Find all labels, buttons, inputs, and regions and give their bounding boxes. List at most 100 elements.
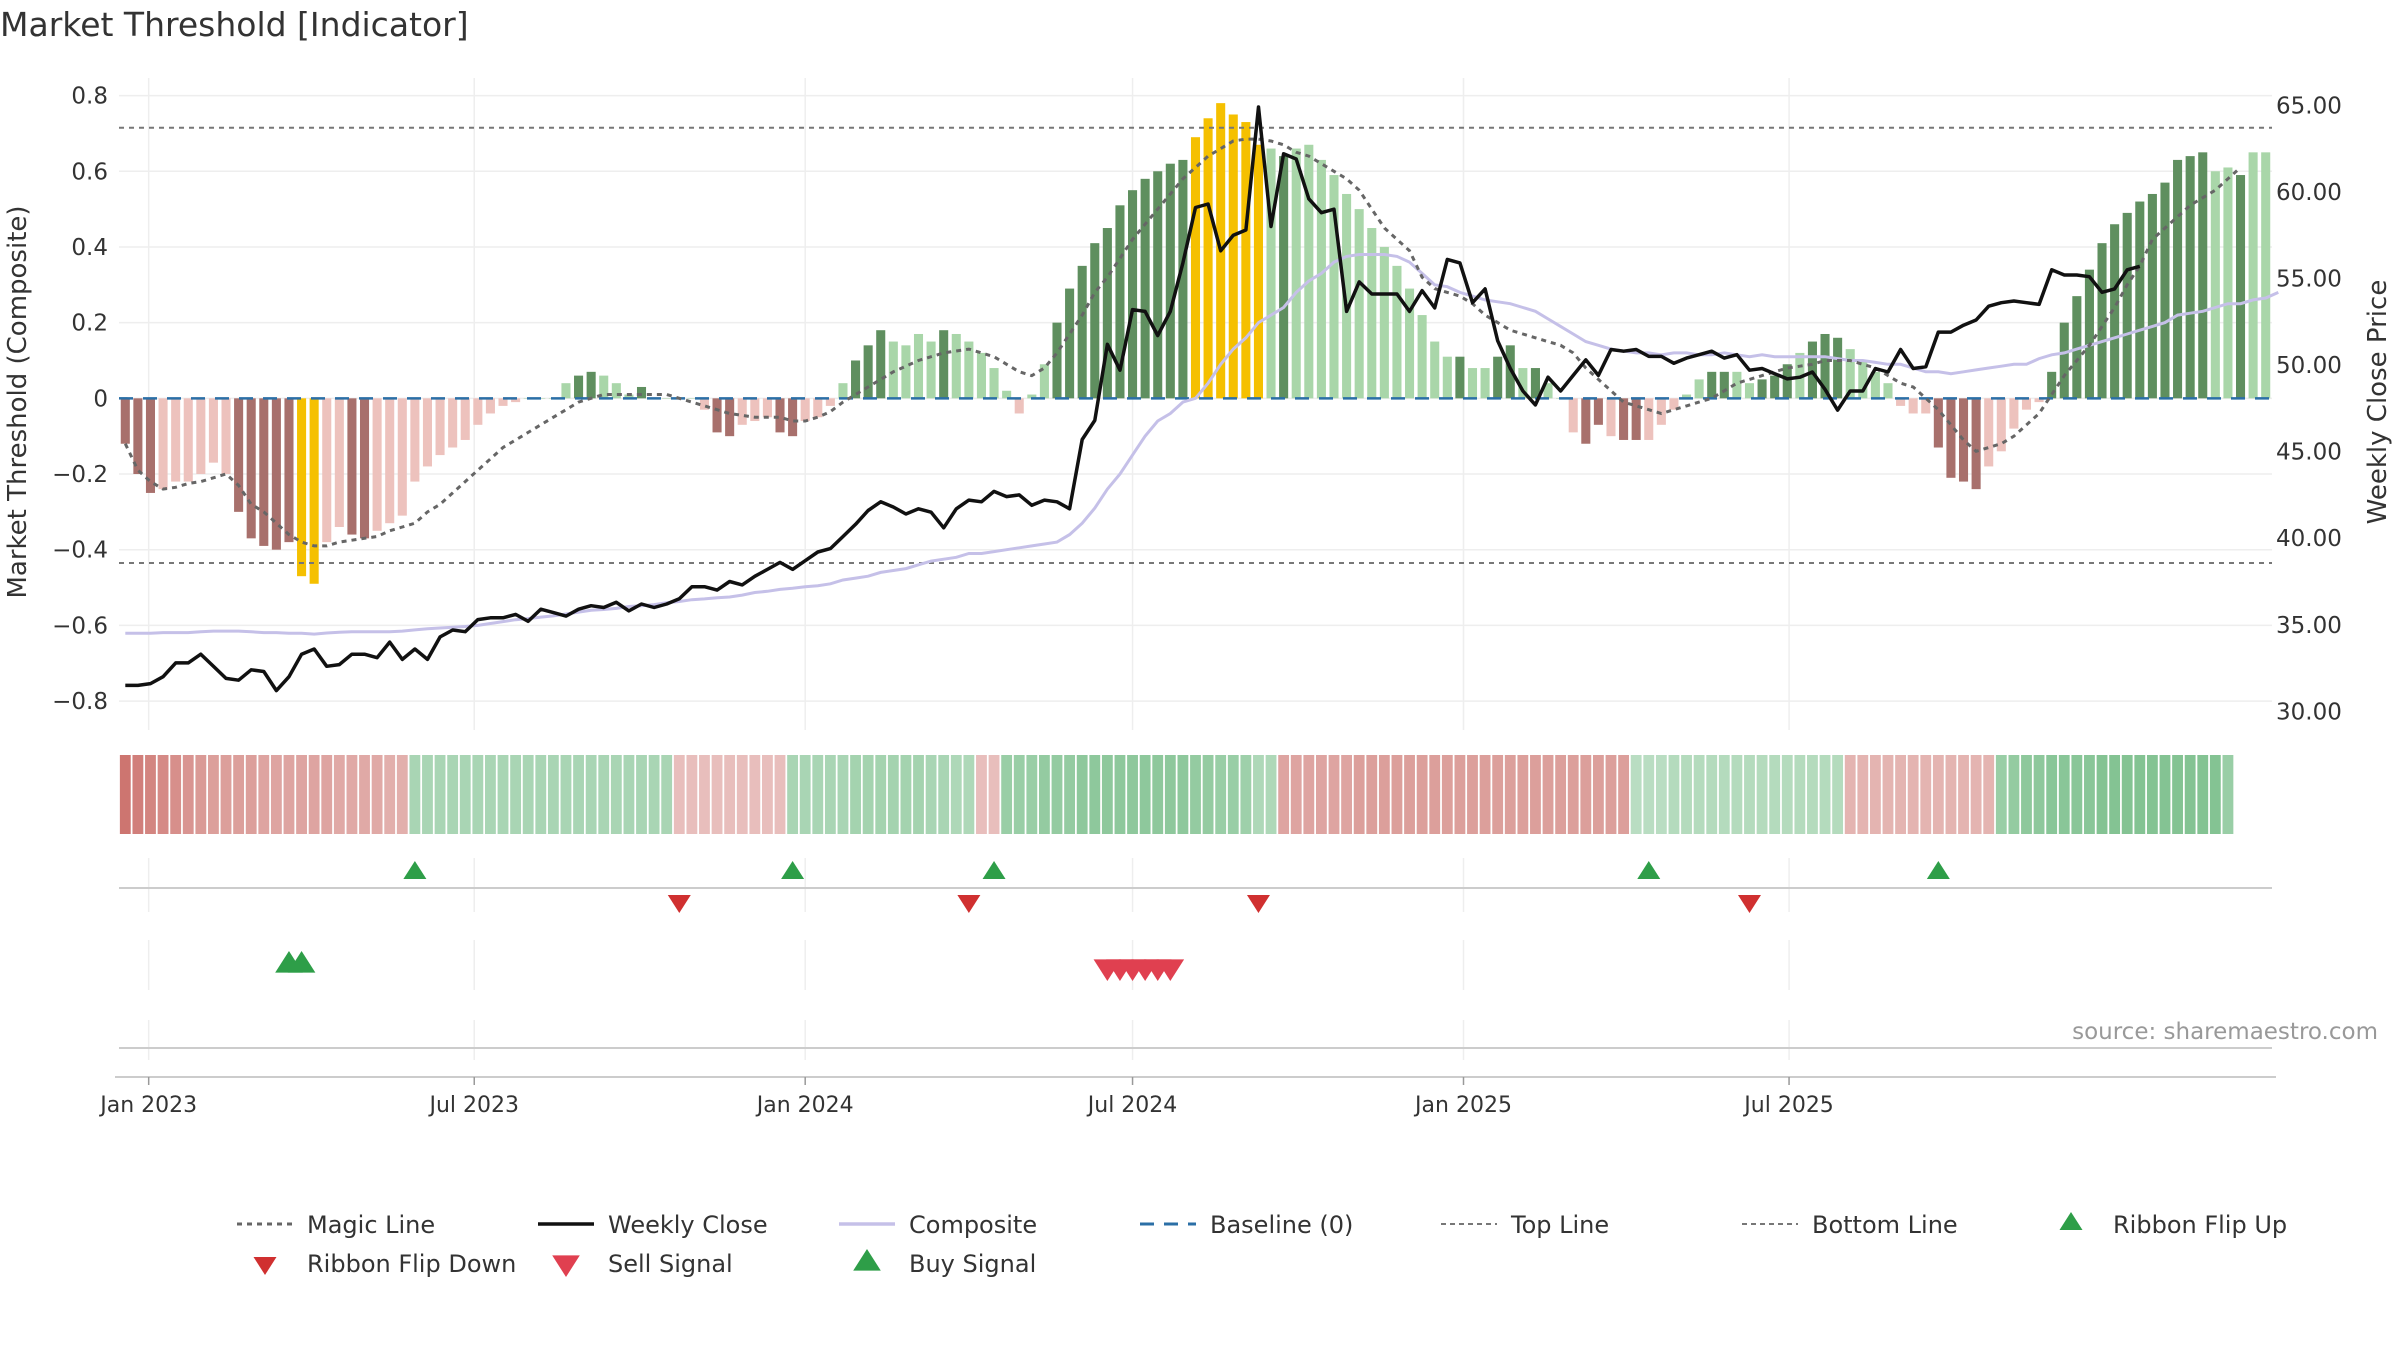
composite-bar (2210, 171, 2220, 399)
ribbon-cell (1215, 755, 1227, 834)
ribbon-cell (913, 755, 924, 834)
ribbon-cell (1504, 755, 1516, 834)
ribbon-cell (1315, 755, 1327, 834)
ribbon-cell (1127, 755, 1138, 834)
composite-bar (1807, 341, 1817, 399)
composite-bar (687, 398, 697, 399)
composite-bar (1417, 315, 1427, 399)
ribbon-cell (1366, 755, 1378, 834)
composite-bar (1543, 383, 1553, 399)
composite-bar (775, 398, 785, 433)
composite-bar (838, 383, 848, 399)
legend: Magic Line Weekly Close Composite Baseline … (237, 1211, 2287, 1278)
composite-bar (1921, 398, 1931, 414)
y-tick-labels: 0.8 0.6 0.4 0.2 0 −0.2 −0.4 −0.6 −0.8 65.00 60.00 5… (52, 84, 2342, 726)
composite-bar (284, 398, 294, 543)
left-tick-label: 0.4 (71, 235, 108, 261)
composite-bar (2110, 224, 2120, 399)
composite-bar (888, 341, 898, 399)
ribbon-cell (447, 755, 459, 834)
composite-bar (1833, 337, 1843, 399)
ribbon-cell (1378, 755, 1390, 834)
composite-bar (762, 398, 772, 418)
ribbon-cell (1013, 755, 1025, 834)
ribbon-cell (422, 755, 433, 834)
ribbon-cell (1164, 755, 1176, 834)
ribbon-cell (736, 755, 748, 834)
ribbon-cell (2109, 755, 2121, 834)
ribbon-cell (1844, 755, 1856, 834)
ribbon-cell (1114, 755, 1126, 834)
ribbon-cell (1202, 755, 1214, 834)
composite-bar (1694, 379, 1704, 399)
weekly-close-line (125, 105, 2141, 693)
ribbon-cell (1101, 755, 1113, 834)
composite-bar (750, 398, 760, 422)
ribbon-cell (1643, 755, 1655, 834)
chart-title: Market Threshold [Indicator] (0, 5, 469, 44)
composite-bar (1782, 364, 1792, 399)
composite-bar (1996, 398, 2006, 452)
ribbon-flip-down-marker (957, 895, 981, 913)
ribbon-cell (749, 755, 761, 834)
composite-bar (385, 398, 395, 524)
ribbon-cell (371, 755, 383, 834)
composite-bar (2235, 175, 2246, 399)
composite-bar (1883, 383, 1893, 399)
legend-label: Ribbon Flip Down (307, 1250, 516, 1278)
composite-bar (901, 345, 911, 399)
composite-bar (2009, 398, 2019, 429)
composite-bar (234, 398, 244, 512)
ribbon-cell (887, 755, 899, 834)
composite-bar (246, 398, 256, 539)
ribbon-cell (1567, 755, 1579, 834)
ribbon-cell (850, 755, 861, 834)
composite-bar (725, 398, 735, 437)
ribbon-cell (208, 755, 219, 834)
composite-bar (1631, 398, 1641, 440)
composite-bar (2059, 322, 2069, 399)
composite-bar (359, 398, 370, 539)
composite-bar (448, 398, 458, 448)
ribbon-cell (497, 755, 509, 834)
left-tick-label: 0.8 (71, 84, 108, 110)
composite-bar (2185, 156, 2195, 399)
ribbon-cell (1580, 755, 1592, 834)
ribbon-flip-down-marker (667, 895, 691, 913)
composite-bar (1039, 364, 1049, 399)
ribbon-cell (963, 755, 975, 834)
left-tick-label: −0.8 (52, 689, 108, 715)
composite-bar (1593, 398, 1603, 425)
composite-bar (1896, 398, 1906, 406)
ribbon-cell (245, 755, 257, 834)
ribbon-cell (182, 755, 194, 834)
composite-bar (976, 352, 986, 399)
composite-bar (1442, 356, 1452, 399)
composite-bar (1052, 322, 1062, 399)
composite-bar (1304, 144, 1314, 399)
ribbon-cell (862, 755, 874, 834)
buy-signal-marker (287, 951, 316, 973)
ribbon-cell (1618, 755, 1629, 834)
legend-item: Ribbon Flip Up (2059, 1211, 2287, 1239)
ribbon-cell (2184, 755, 2196, 834)
ribbon-cell (648, 755, 660, 834)
ribbon-cell (233, 755, 245, 834)
ribbon-flip-up-marker (982, 861, 1006, 879)
composite-bar (1669, 398, 1679, 410)
composite-bar (574, 375, 584, 399)
composite-bar (913, 333, 924, 399)
composite-bar (1228, 114, 1238, 399)
line-layer (119, 105, 2279, 693)
ribbon-cell (2084, 755, 2095, 834)
composite-bar (599, 375, 609, 399)
x-axis: Jan 2023 Jul 2023 Jan 2024 Jul 2024 Jan 2025… (98, 1076, 2276, 1118)
ribbon-cell (145, 755, 156, 834)
ribbon-cell (346, 755, 358, 834)
ribbon-cell (1882, 755, 1894, 834)
composite-bar (1014, 398, 1024, 414)
legend-item: Buy Signal (853, 1249, 1036, 1278)
ribbon-cell (2021, 755, 2032, 834)
ribbon-flip-down-marker (1246, 895, 1270, 913)
